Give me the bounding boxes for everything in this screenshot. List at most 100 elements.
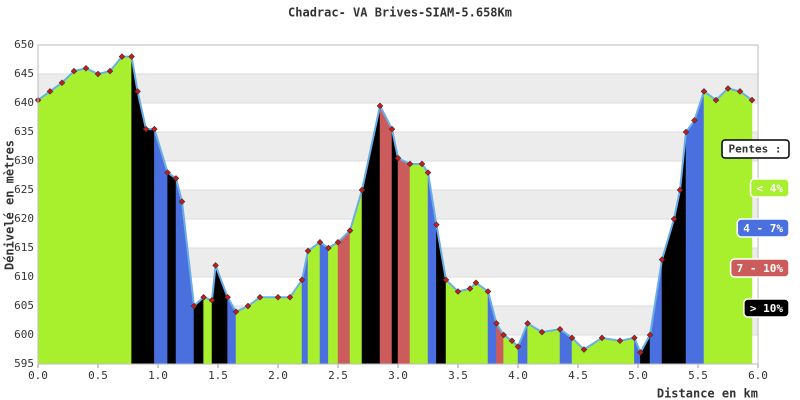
point-marker: [212, 262, 219, 269]
point-marker: [304, 247, 312, 255]
y-tick-label: 600: [14, 328, 34, 341]
slope-segment: [475, 282, 489, 365]
point-marker: [128, 53, 135, 60]
legend-box: [736, 218, 790, 238]
y-tick-label: 645: [14, 67, 34, 80]
slope-segment: [85, 67, 99, 365]
y-tick-label: 610: [14, 270, 34, 283]
point-marker: [712, 96, 720, 104]
slope-segment: [277, 297, 291, 365]
slope-segment: [131, 56, 138, 365]
y-tick-label: 640: [14, 96, 34, 109]
legend-item: < 4%: [749, 178, 790, 198]
slope-segment: [694, 91, 705, 365]
slope-segment: [421, 163, 429, 365]
point-marker: [388, 125, 396, 133]
slope-segment: [167, 172, 177, 365]
legend-title: Pentes :: [729, 143, 782, 156]
legend-box: [749, 178, 790, 198]
point-marker: [658, 256, 666, 263]
point-marker: [82, 64, 90, 72]
slope-segment: [391, 129, 399, 365]
slope-segment: [61, 70, 75, 365]
point-marker: [178, 198, 186, 205]
point-marker: [580, 346, 588, 353]
y-axis-title: Dénivelé en mètres: [3, 140, 17, 270]
point-marker: [682, 128, 690, 136]
slope-segment: [319, 241, 329, 365]
slope-segment: [601, 337, 621, 365]
legend-box: [729, 258, 790, 278]
y-tick-label: 620: [14, 212, 34, 225]
point-marker: [670, 215, 678, 223]
x-tick-label: 0.5: [88, 369, 108, 382]
point-marker: [232, 308, 240, 316]
chart-title: Chadrac- VA Brives-SIAM-5.658Km: [288, 6, 512, 20]
point-marker: [200, 294, 207, 301]
point-marker: [691, 117, 698, 124]
x-tick-label: 0.0: [28, 369, 48, 382]
slope-segment: [109, 55, 123, 365]
point-marker: [646, 331, 654, 339]
point-marker: [346, 227, 354, 234]
slope-segment: [328, 241, 339, 365]
point-marker: [164, 169, 171, 176]
legend-label: < 4%: [757, 182, 784, 195]
point-marker: [208, 296, 216, 304]
point-marker: [58, 79, 66, 86]
point-marker: [394, 154, 402, 162]
point-marker: [676, 186, 684, 194]
point-marker: [224, 294, 231, 301]
slope-segment: [175, 178, 183, 365]
legend-label: 7 - 10%: [737, 262, 784, 275]
point-marker: [274, 294, 282, 301]
point-marker: [46, 88, 54, 95]
y-tick-label: 625: [14, 183, 34, 196]
x-tick-label: 6.0: [748, 369, 768, 382]
point-marker: [334, 238, 342, 246]
point-marker: [508, 337, 516, 345]
x-tick-label: 3.0: [388, 369, 408, 382]
point-marker: [616, 337, 624, 345]
slope-segment: [469, 282, 477, 365]
point-marker: [466, 285, 474, 292]
point-marker: [484, 288, 492, 295]
x-tick-label: 5.0: [628, 369, 648, 382]
slope-segment: [397, 157, 411, 365]
x-tick-label: 4.0: [508, 369, 528, 382]
point-marker: [538, 328, 546, 336]
point-marker: [637, 349, 644, 356]
legend-item: 4 - 7%: [736, 218, 790, 238]
point-marker: [631, 334, 638, 342]
point-marker: [256, 294, 264, 301]
legend-label: 4 - 7%: [743, 222, 783, 235]
point-marker: [358, 186, 366, 194]
slope-segment: [715, 87, 729, 365]
slope-segment: [235, 305, 249, 365]
point-marker: [134, 88, 141, 95]
slope-segment: [137, 91, 147, 365]
point-marker: [433, 221, 440, 229]
point-marker: [118, 53, 126, 60]
legend-item: 7 - 10%: [729, 258, 790, 278]
x-tick-label: 3.5: [448, 369, 468, 382]
slope-segment: [145, 128, 155, 365]
point-marker: [151, 125, 158, 133]
slope-segment: [379, 105, 393, 365]
point-marker: [556, 325, 564, 333]
y-tick-label: 605: [14, 299, 34, 312]
point-marker: [514, 343, 522, 350]
point-marker: [406, 160, 414, 168]
point-marker: [442, 276, 450, 284]
slope-segment: [337, 230, 351, 365]
x-tick-label: 4.5: [568, 369, 588, 382]
point-marker: [298, 276, 306, 284]
x-axis-title: Distance en km: [657, 387, 758, 400]
point-marker: [325, 244, 332, 252]
slope-segment: [49, 82, 63, 365]
y-tick-label: 630: [14, 154, 34, 167]
point-marker: [190, 302, 198, 310]
point-marker: [94, 70, 102, 78]
point-marker: [500, 331, 507, 339]
